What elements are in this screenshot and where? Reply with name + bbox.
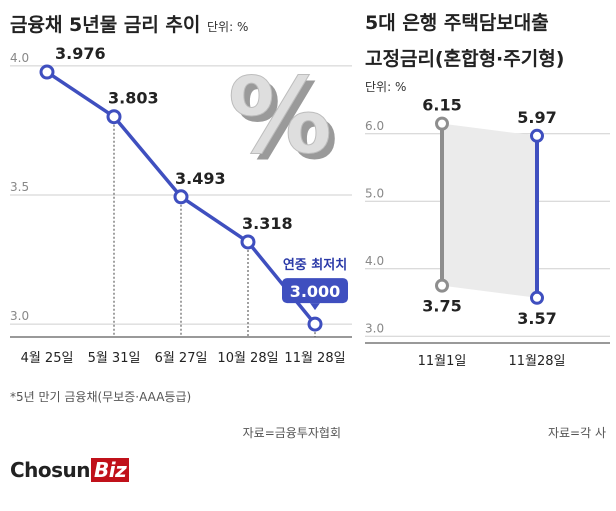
left-data-point <box>240 234 256 250</box>
percent-icon-shadow: % <box>234 61 338 183</box>
right-value-label: 3.75 <box>422 297 461 316</box>
footnote: *5년 만기 금융채(무보증·AAA등급) <box>10 390 192 404</box>
left-data-point <box>173 189 189 205</box>
chosunbiz-logo: Chosun Biz <box>10 458 130 482</box>
right-chart-title-line1: 5대 은행 주택담보대출 <box>365 12 549 34</box>
source-left: 자료=금융투자협회 <box>242 426 341 440</box>
right-data-point <box>435 116 449 131</box>
right-xtick-label: 11월1일 <box>418 354 467 369</box>
right-ytick-label: 4.0 <box>365 254 384 268</box>
right-data-point <box>530 128 544 143</box>
left-title-text: 금융채 5년물 금리 추이 <box>10 14 201 36</box>
right-unit: 단위: % <box>365 80 407 94</box>
source-right: 자료=각 사 <box>547 426 606 440</box>
percent-icon-face: % <box>228 55 332 177</box>
right-data-point <box>435 278 449 293</box>
right-value-label: 6.15 <box>422 96 461 115</box>
left-highlight-box <box>282 278 348 304</box>
left-ytick-label: 3.0 <box>10 309 29 323</box>
right-ytick-label: 6.0 <box>365 119 384 133</box>
logo-text-chosun: Chosun <box>10 458 91 482</box>
left-annotation: 연중 최저치 <box>283 257 347 273</box>
left-xtick-label: 11월 28일 <box>284 351 345 366</box>
left-ytick-label: 3.5 <box>10 180 29 194</box>
left-value-label: 3.318 <box>242 214 293 233</box>
left-highlight-value: 3.000 <box>290 282 341 301</box>
left-data-point <box>39 64 55 80</box>
right-ytick-label: 5.0 <box>365 186 384 200</box>
left-data-point <box>307 316 323 332</box>
left-ytick-label: 4.0 <box>10 51 29 65</box>
right-ytick-label: 3.0 <box>365 321 384 335</box>
right-range-chart: 6.0 5.0 4.0 3.0 6.15 5.97 3.75 3.57 11월1일 11월28… <box>365 96 610 369</box>
left-value-label: 3.976 <box>55 44 106 63</box>
left-line-chart: % % 4.0 3.5 3.0 3.976 3.803 3.493 3.318 4월 25… <box>10 44 352 366</box>
right-value-label: 5.97 <box>517 108 556 127</box>
left-xtick-label: 5월 31일 <box>88 351 141 366</box>
right-chart-title-line2: 고정금리(혼합형·주기형) <box>365 48 565 70</box>
left-highlight-pointer <box>310 303 320 311</box>
right-range-band <box>442 123 537 298</box>
left-xtick-label: 10월 28일 <box>217 351 278 366</box>
left-unit: 단위: % <box>207 20 249 34</box>
left-data-point <box>106 109 122 125</box>
left-chart-title: 금융채 5년물 금리 추이 단위: % <box>10 10 248 37</box>
right-data-point <box>530 290 544 305</box>
left-xtick-label: 4월 25일 <box>21 351 74 366</box>
left-xtick-label: 6월 27일 <box>155 351 208 366</box>
left-value-label: 3.803 <box>108 89 159 108</box>
left-value-label: 3.493 <box>175 169 226 188</box>
right-xtick-label: 11월28일 <box>508 354 565 369</box>
percent-icon: % % <box>227 55 338 184</box>
logo-text-biz: Biz <box>91 458 130 482</box>
right-value-label: 3.57 <box>517 309 556 328</box>
